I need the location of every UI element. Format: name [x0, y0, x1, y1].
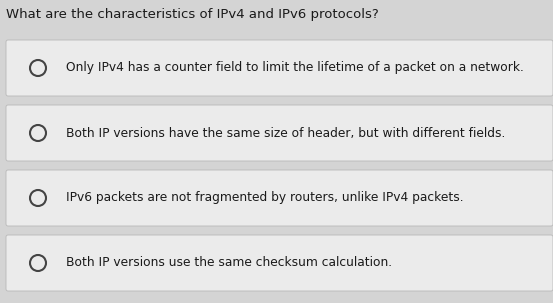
FancyBboxPatch shape — [6, 40, 553, 96]
FancyBboxPatch shape — [6, 105, 553, 161]
Text: Both IP versions have the same size of header, but with different fields.: Both IP versions have the same size of h… — [66, 126, 505, 139]
FancyBboxPatch shape — [6, 170, 553, 226]
Text: Both IP versions use the same checksum calculation.: Both IP versions use the same checksum c… — [66, 257, 392, 269]
Text: What are the characteristics of IPv4 and IPv6 protocols?: What are the characteristics of IPv4 and… — [6, 8, 379, 21]
FancyBboxPatch shape — [6, 235, 553, 291]
Text: Only IPv4 has a counter field to limit the lifetime of a packet on a network.: Only IPv4 has a counter field to limit t… — [66, 62, 524, 75]
Text: IPv6 packets are not fragmented by routers, unlike IPv4 packets.: IPv6 packets are not fragmented by route… — [66, 191, 463, 205]
